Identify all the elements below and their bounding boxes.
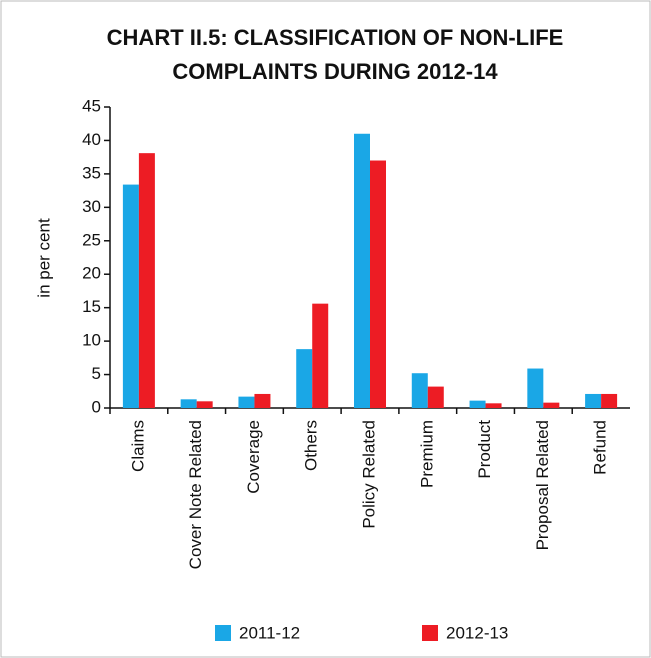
- y-tick-label: 25: [82, 230, 101, 249]
- bar: [296, 349, 313, 408]
- bar: [601, 393, 618, 408]
- x-tick-label: Claims: [128, 420, 147, 472]
- x-tick-label: Refund: [591, 420, 610, 475]
- y-tick-label: 15: [82, 297, 101, 316]
- bar: [485, 403, 502, 408]
- bar: [254, 393, 271, 408]
- bar: [543, 402, 560, 408]
- bar: [469, 400, 486, 408]
- y-tick-label: 10: [82, 331, 101, 350]
- bar: [585, 393, 602, 408]
- x-tick-label: Coverage: [244, 420, 263, 494]
- chart-title: COMPLAINTS DURING 2012-14: [172, 59, 498, 84]
- legend-swatch: [215, 625, 231, 641]
- legend-label: 2012-13: [446, 623, 508, 642]
- bar: [138, 153, 155, 408]
- x-tick-label: Others: [302, 420, 321, 471]
- x-tick-label: Premium: [417, 420, 436, 488]
- chart-title: CHART II.5: CLASSIFICATION OF NON-LIFE: [107, 25, 564, 50]
- y-axis-label: in per cent: [34, 218, 53, 298]
- y-tick-label: 45: [82, 96, 101, 115]
- bar: [354, 133, 370, 408]
- legend-label: 2011-12: [239, 623, 300, 642]
- bar: [411, 373, 428, 408]
- y-tick-label: 30: [82, 197, 101, 216]
- bar: [527, 368, 544, 408]
- x-tick-label: Product: [475, 420, 494, 479]
- bar: [122, 184, 139, 408]
- y-tick-label: 40: [82, 130, 101, 149]
- bar: [370, 160, 386, 408]
- x-tick-label: Proposal Related: [533, 420, 552, 550]
- legend-swatch: [422, 625, 438, 641]
- y-tick-label: 0: [92, 397, 101, 416]
- y-tick-label: 5: [92, 364, 101, 383]
- bar: [238, 396, 255, 408]
- bar: [196, 401, 213, 408]
- y-tick-label: 35: [82, 163, 101, 182]
- x-tick-label: Policy Related: [359, 420, 378, 529]
- bar: [427, 386, 444, 408]
- bar: [312, 303, 329, 408]
- x-tick-label: Cover Note Related: [186, 420, 205, 569]
- bar: [180, 399, 197, 408]
- y-tick-label: 20: [82, 264, 101, 283]
